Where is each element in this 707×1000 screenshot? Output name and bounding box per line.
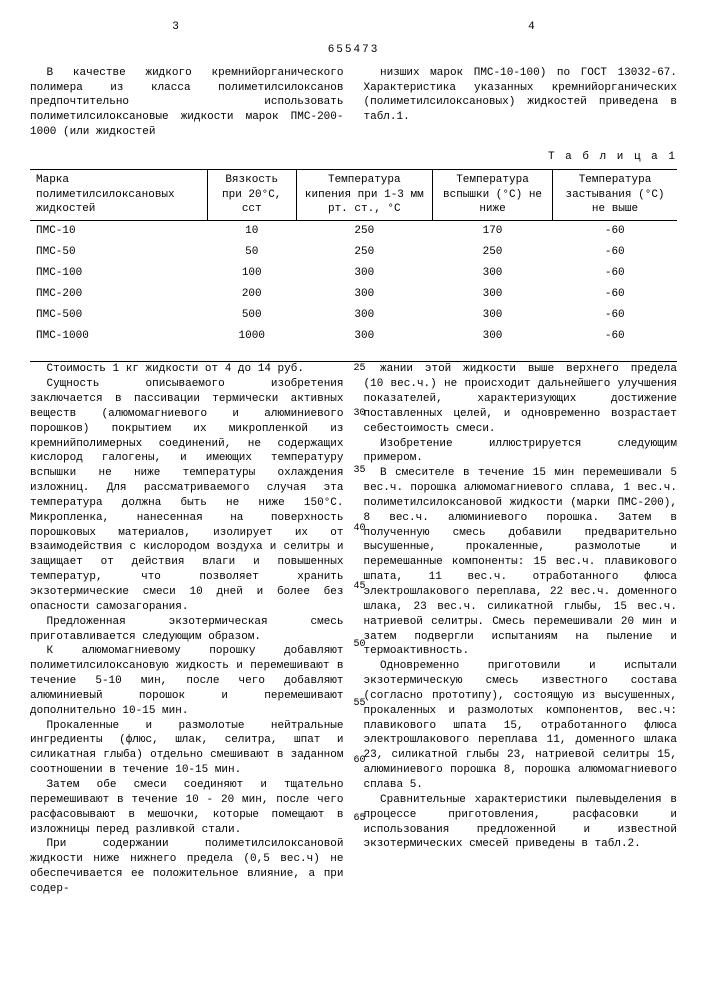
table-cell: ПМС-10 [30, 221, 207, 242]
table-row: ПМС-100100300300-60 [30, 263, 677, 284]
table-cell: 250 [296, 242, 432, 263]
left-p5: Прокаленные и размолотые нейтральные инг… [30, 719, 344, 778]
table-cell: ПМС-1000 [30, 326, 207, 350]
table-cell: 250 [433, 242, 553, 263]
table-row: ПМС-200200300300-60 [30, 284, 677, 305]
table-cell: -60 [553, 284, 677, 305]
line-number: 40 [354, 522, 366, 536]
table-cell: ПМС-100 [30, 263, 207, 284]
page-num-left: 3 [30, 20, 321, 35]
properties-table: Марка полиметилсилоксановых жидкостей Вя… [30, 169, 677, 350]
line-number: 55 [354, 697, 366, 711]
right-p3: В смесителе в течение 15 мин перемешивал… [364, 466, 678, 659]
line-number: 45 [354, 580, 366, 594]
table-caption: Т а б л и ц а 1 [30, 150, 677, 165]
left-p3: Предложенная экзотермическая смесь приго… [30, 615, 344, 645]
page-number-row: 3 4 [30, 20, 677, 35]
table-cell: 300 [433, 326, 553, 350]
right-column: жании этой жидкости выше верхнего предел… [364, 362, 678, 896]
table-cell: -60 [553, 263, 677, 284]
table-cell: -60 [553, 242, 677, 263]
left-p6: Затем обе смеси соединяют и тщательно пе… [30, 778, 344, 837]
left-p7: При содержании полиметилсилоксановой жид… [30, 837, 344, 896]
th-4: Температура застывания (°С) не выше [553, 169, 677, 221]
th-3: Температура вспышки (°С) не ниже [433, 169, 553, 221]
table-cell: 170 [433, 221, 553, 242]
left-column: Стоимость 1 кг жидкости от 4 до 14 руб. … [30, 362, 344, 896]
table-cell: 300 [433, 305, 553, 326]
intro-right: низших марок ПМС-10-100) по ГОСТ 13032-6… [364, 66, 678, 140]
right-p4: Одновременно приготовили и испытали экзо… [364, 659, 678, 793]
table-row: ПМС-5050250250-60 [30, 242, 677, 263]
th-2: Температура кипения при 1-3 мм рт. ст., … [296, 169, 432, 221]
table-cell: -60 [553, 221, 677, 242]
table-cell: 500 [207, 305, 296, 326]
table-row: ПМС-1010250170-60 [30, 221, 677, 242]
table-cell: 300 [296, 263, 432, 284]
table-cell: -60 [553, 305, 677, 326]
intro-right-text: низших марок ПМС-10-100) по ГОСТ 13032-6… [364, 66, 678, 125]
line-number: 25 [354, 362, 366, 376]
intro-columns: В качестве жидкого кремнийорганического … [30, 66, 677, 140]
left-p2: Сущность описываемого изобретения заключ… [30, 377, 344, 615]
line-number: 65 [354, 812, 366, 826]
document-number: 655473 [30, 43, 677, 58]
table-cell: 300 [296, 284, 432, 305]
table-cell: 300 [296, 326, 432, 350]
th-1: Вязкость при 20°С, сст [207, 169, 296, 221]
table-cell: ПМС-50 [30, 242, 207, 263]
table-cell: 300 [433, 263, 553, 284]
table-cell: 100 [207, 263, 296, 284]
intro-left: В качестве жидкого кремнийорганического … [30, 66, 344, 140]
table-cell: 200 [207, 284, 296, 305]
right-p2: Изобретение иллюстрируется следующим при… [364, 437, 678, 467]
table-cell: 10 [207, 221, 296, 242]
table-cell: 1000 [207, 326, 296, 350]
right-p5: Сравнительные характеристики пылевыделен… [364, 793, 678, 852]
page-num-right: 4 [386, 20, 677, 35]
table-cell: -60 [553, 326, 677, 350]
line-number: 35 [354, 464, 366, 478]
line-number: 30 [354, 407, 366, 421]
th-0: Марка полиметилсилоксановых жидкостей [30, 169, 207, 221]
table-row: ПМС-10001000300300-60 [30, 326, 677, 350]
line-number: 60 [354, 754, 366, 768]
table-cell: 50 [207, 242, 296, 263]
line-number: 50 [354, 638, 366, 652]
body-columns: 25 30 35 40 45 50 55 60 65 Стоимость 1 кг жидкос… [30, 362, 677, 896]
table-cell: 300 [296, 305, 432, 326]
left-p1: Стоимость 1 кг жидкости от 4 до 14 руб. [30, 362, 344, 377]
right-p1: жании этой жидкости выше верхнего предел… [364, 362, 678, 436]
table-cell: ПМС-500 [30, 305, 207, 326]
left-p4: К алюмомагниевому порошку добавляют поли… [30, 644, 344, 718]
intro-left-text: В качестве жидкого кремнийорганического … [30, 66, 344, 140]
table-cell: 250 [296, 221, 432, 242]
table-cell: ПМС-200 [30, 284, 207, 305]
table-row: ПМС-500500300300-60 [30, 305, 677, 326]
table-cell: 300 [433, 284, 553, 305]
